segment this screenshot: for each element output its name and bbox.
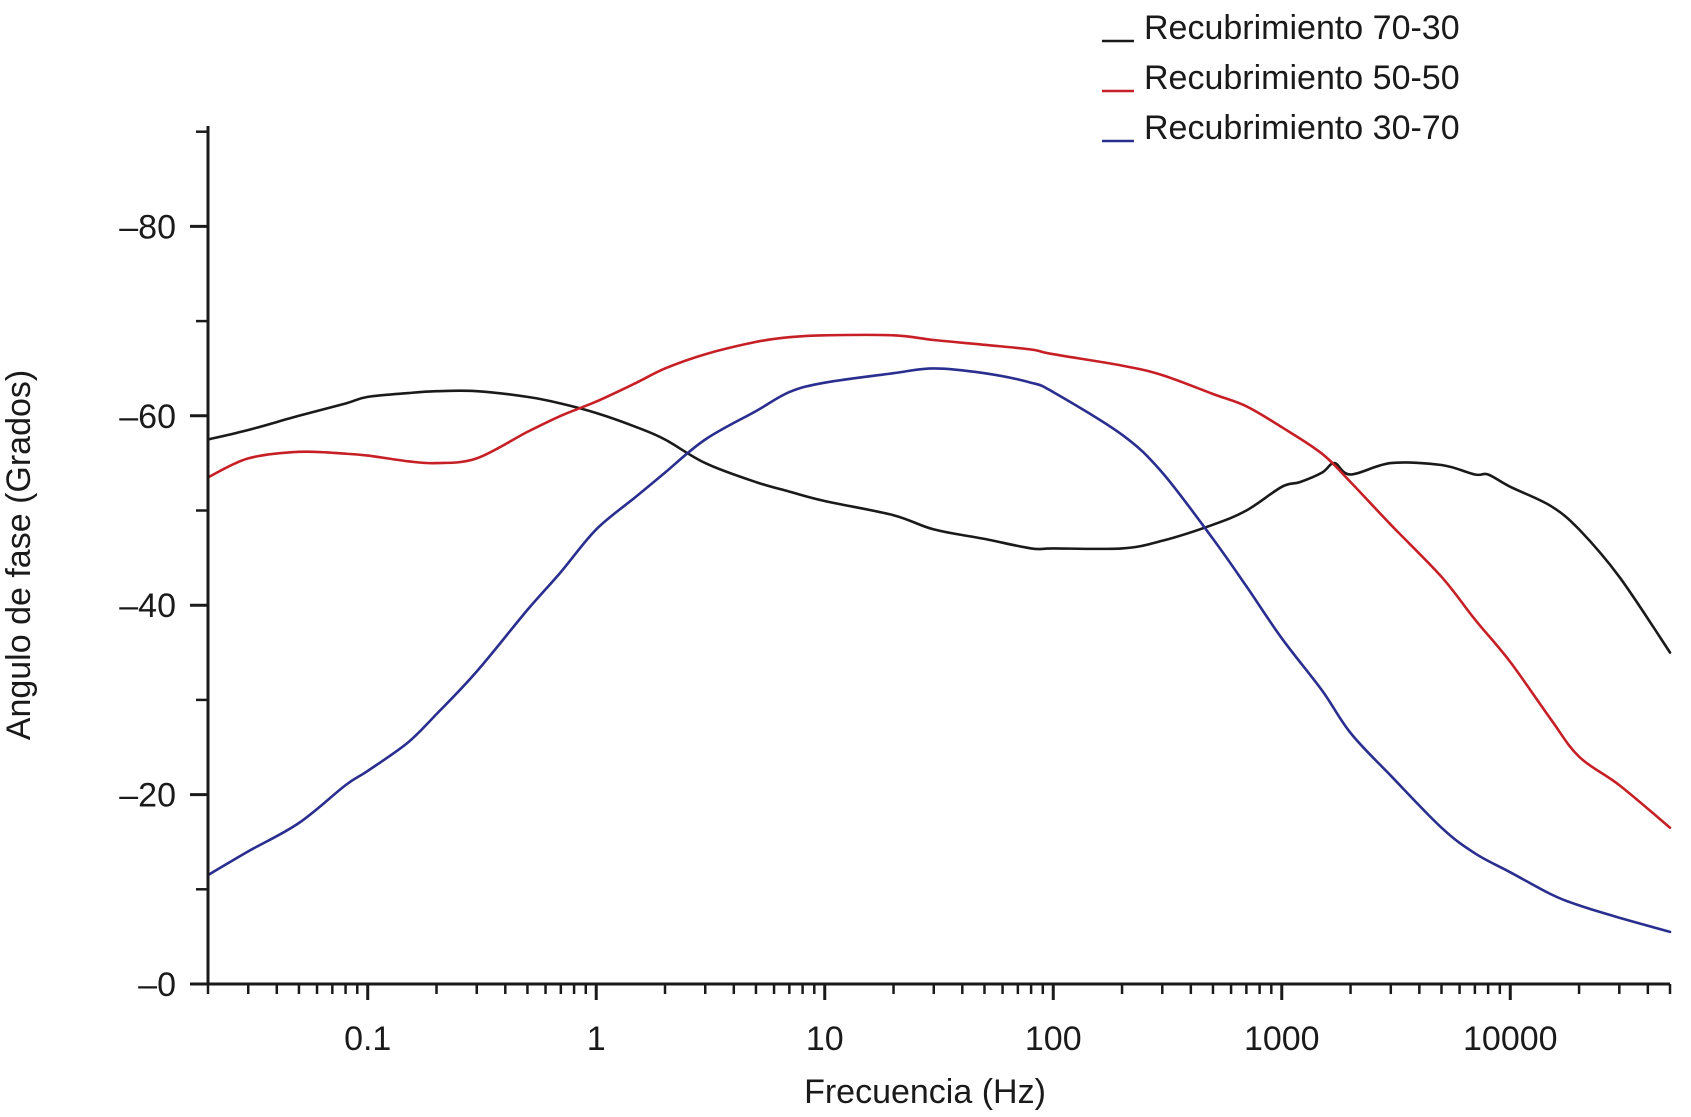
legend-label: Recubrimiento 50-50 [1144,59,1460,97]
x-tick-label: 1 [587,1020,606,1058]
x-tick-label: 0.1 [344,1020,391,1058]
plot-area [206,333,1672,934]
y-ticks: –0 –20 –40 –60 –80 [119,130,208,1004]
y-tick-label: –60 [119,398,176,436]
axes [192,126,1670,986]
x-tick-label: 10000 [1463,1020,1558,1058]
legend: Recubrimiento 70-30 Recubrimiento 50-50 Re… [1102,9,1460,147]
legend-label: Recubrimiento 70-30 [1144,9,1460,47]
y-tick-label: –80 [119,208,176,246]
legend-label: Recubrimiento 30-70 [1144,109,1460,147]
series-line [206,333,1672,829]
series-line [206,367,1672,934]
y-tick-label: –40 [119,587,176,625]
x-axis-title: Frecuencia (Hz) [804,1073,1046,1111]
series-line [206,389,1672,654]
y-tick-label: –0 [138,966,176,1004]
x-ticks: 0.1 1 10 100 1000 10000 [206,984,1672,1058]
x-tick-label: 100 [1025,1020,1082,1058]
x-tick-label: 1000 [1244,1020,1320,1058]
x-tick-label: 10 [806,1020,844,1058]
y-axis-title: Angulo de fase (Grados) [0,370,38,740]
y-tick-label: –20 [119,777,176,815]
